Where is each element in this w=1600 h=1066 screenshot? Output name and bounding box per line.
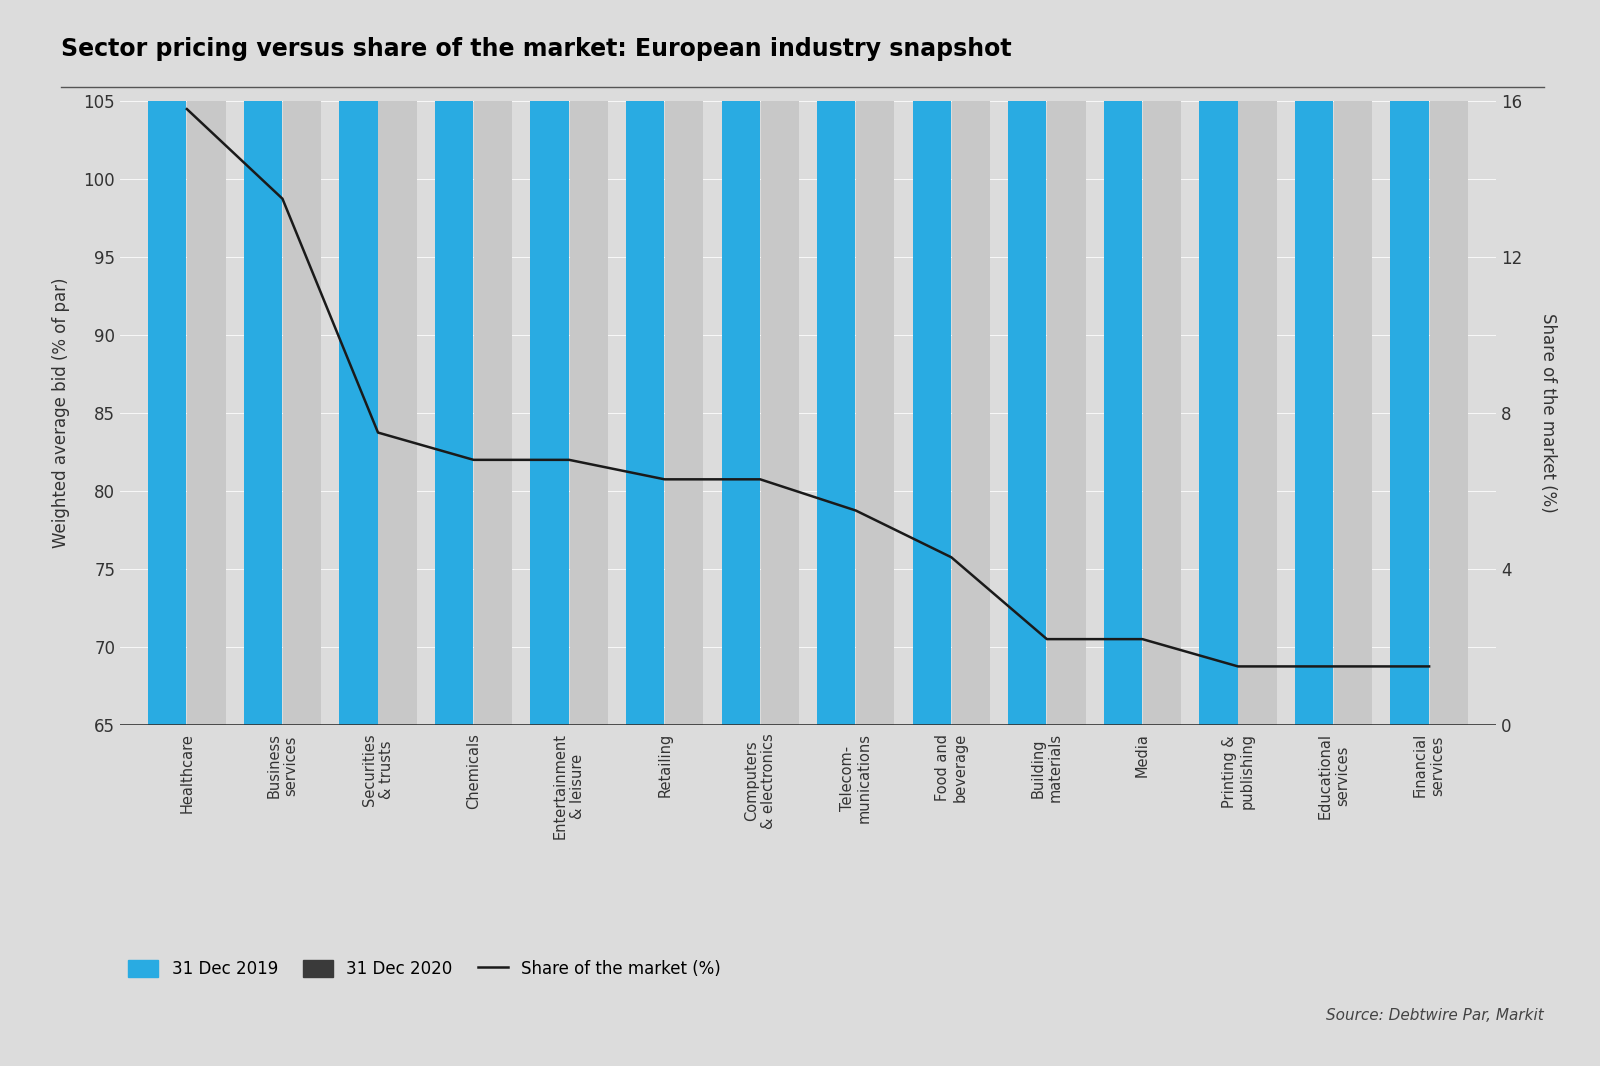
Bar (1390, 0, 1429, 725)
Bar (1008, 0, 1046, 725)
Bar (1200, 0, 1237, 725)
Bar (856, 0, 894, 725)
Bar (435, 0, 474, 725)
Bar (187, 0, 226, 725)
Bar (912, 0, 950, 725)
Text: Sector pricing versus share of the market: European industry snapshot: Sector pricing versus share of the marke… (61, 37, 1011, 62)
Bar (1142, 0, 1181, 725)
Bar (1104, 0, 1142, 725)
Bar (722, 0, 760, 725)
Bar (1048, 0, 1085, 725)
Bar (818, 0, 856, 725)
Text: Source: Debtwire Par, Markit: Source: Debtwire Par, Markit (1326, 1008, 1544, 1023)
Bar (626, 0, 664, 725)
Bar (760, 0, 798, 725)
Y-axis label: Share of the market (%): Share of the market (%) (1539, 313, 1557, 513)
Bar (666, 0, 704, 725)
Legend: 31 Dec 2019, 31 Dec 2020, Share of the market (%): 31 Dec 2019, 31 Dec 2020, Share of the m… (128, 960, 720, 979)
Bar (1238, 0, 1277, 725)
Bar (1334, 0, 1373, 725)
Bar (474, 0, 512, 725)
Bar (243, 0, 282, 725)
Bar (531, 0, 568, 725)
Bar (1429, 0, 1467, 725)
Bar (570, 0, 608, 725)
Bar (283, 0, 322, 725)
Bar (149, 0, 187, 725)
Bar (952, 0, 990, 725)
Bar (1294, 0, 1333, 725)
Bar (339, 0, 378, 725)
Bar (379, 0, 416, 725)
Y-axis label: Weighted average bid (% of par): Weighted average bid (% of par) (51, 278, 70, 548)
